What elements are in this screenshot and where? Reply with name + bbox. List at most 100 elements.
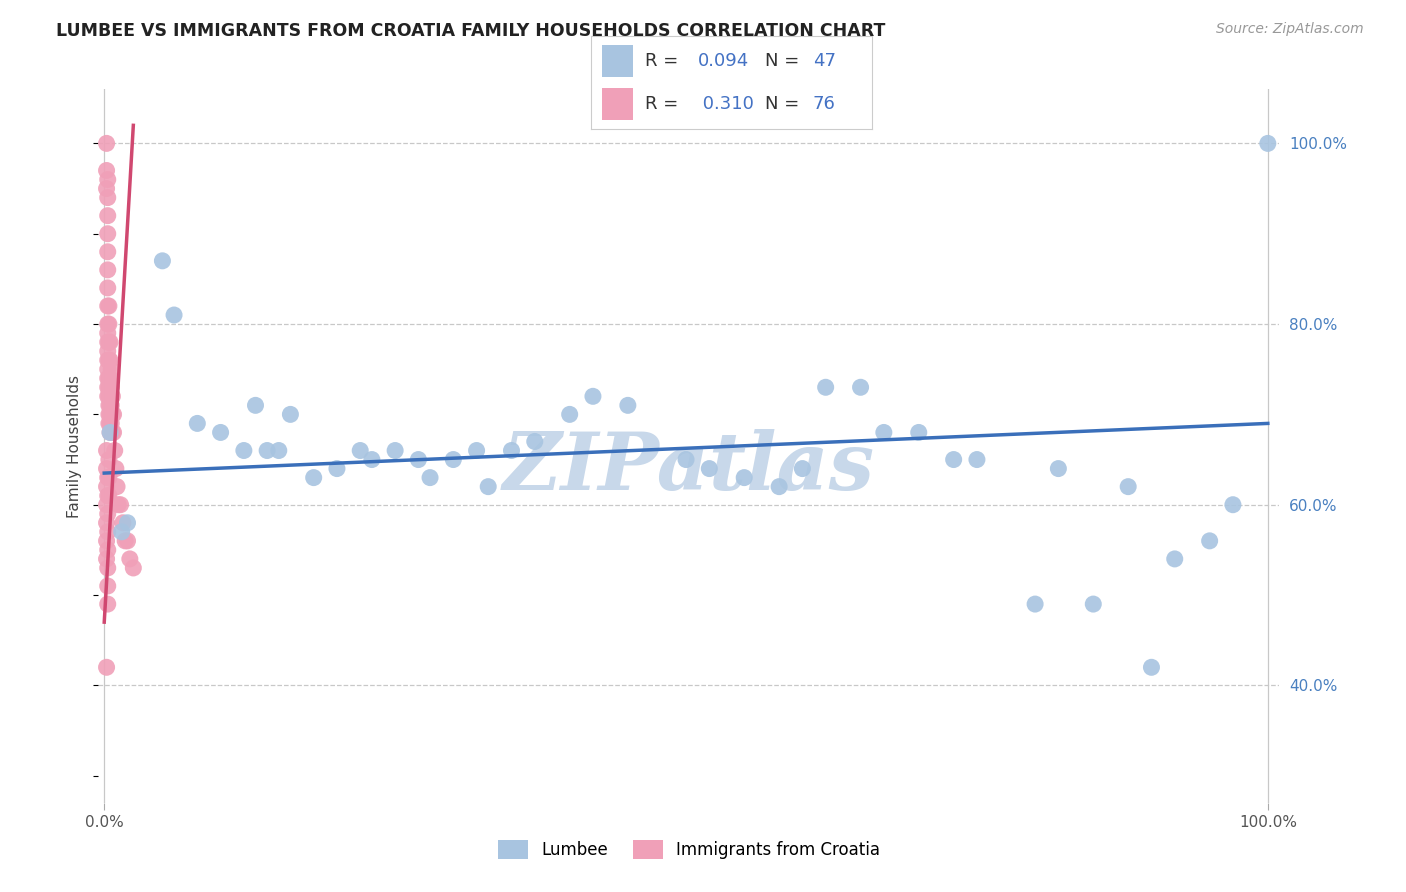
Point [97, 263, 120, 277]
Point [114, 533, 136, 548]
Point [97, 417, 120, 431]
Point [97, 299, 120, 313]
Point [97, 227, 120, 241]
Point [98, 425, 121, 440]
Point [97, 281, 120, 295]
Point [98, 425, 121, 440]
Point [256, 443, 278, 458]
Point [97, 389, 120, 403]
Point [98, 389, 121, 403]
Point [733, 470, 755, 484]
Point [97, 209, 120, 223]
Point [384, 443, 406, 458]
Text: R =: R = [645, 95, 679, 113]
Point [849, 380, 872, 394]
Point [966, 452, 988, 467]
Point [96, 552, 118, 566]
Point [302, 470, 325, 484]
Point [441, 452, 464, 467]
Point [96, 163, 118, 178]
Point [280, 408, 302, 422]
Point [118, 552, 141, 566]
Point [617, 398, 640, 412]
Point [163, 308, 186, 322]
Point [117, 516, 139, 530]
FancyBboxPatch shape [602, 88, 633, 120]
Point [98, 417, 121, 431]
Point [1116, 480, 1139, 494]
Point [96, 443, 118, 458]
Point [1140, 660, 1163, 674]
Point [97, 335, 120, 350]
Point [98, 398, 121, 412]
Point [96, 516, 118, 530]
Point [419, 470, 441, 484]
Point [97, 317, 120, 331]
Point [96, 660, 118, 674]
Point [97, 398, 120, 412]
Point [98, 353, 121, 368]
Point [101, 389, 124, 403]
Point [942, 452, 965, 467]
Point [100, 417, 122, 431]
Point [97, 353, 120, 368]
Point [97, 371, 120, 385]
Point [97, 470, 120, 484]
Point [408, 452, 430, 467]
Point [97, 452, 120, 467]
Point [96, 181, 118, 195]
Point [100, 380, 122, 394]
Point [97, 561, 120, 575]
Text: N =: N = [765, 95, 799, 113]
Point [465, 443, 488, 458]
Point [768, 480, 790, 494]
Point [675, 452, 697, 467]
Point [97, 470, 120, 484]
Point [97, 299, 120, 313]
Point [97, 362, 120, 376]
Point [101, 425, 124, 440]
Point [152, 253, 174, 268]
Point [1047, 461, 1070, 475]
Point [96, 533, 118, 548]
Point [98, 371, 121, 385]
Point [97, 389, 120, 403]
Point [1222, 498, 1244, 512]
Text: LUMBEE VS IMMIGRANTS FROM CROATIA FAMILY HOUSEHOLDS CORRELATION CHART: LUMBEE VS IMMIGRANTS FROM CROATIA FAMILY… [56, 22, 886, 40]
Point [103, 408, 125, 422]
Point [907, 425, 929, 440]
Point [873, 425, 896, 440]
Point [523, 434, 546, 449]
Point [96, 461, 118, 475]
Point [232, 443, 254, 458]
Point [107, 498, 129, 512]
Point [97, 380, 120, 394]
Point [1198, 533, 1220, 548]
Point [122, 561, 145, 575]
Point [111, 516, 134, 530]
Point [96, 498, 118, 512]
Point [97, 172, 120, 186]
Point [326, 461, 349, 475]
Point [105, 480, 128, 494]
Point [104, 461, 127, 475]
Point [110, 498, 132, 512]
Point [101, 408, 124, 422]
Point [97, 326, 120, 340]
Point [267, 443, 290, 458]
Point [97, 507, 120, 521]
Point [100, 398, 122, 412]
Point [349, 443, 371, 458]
Point [792, 461, 814, 475]
Point [96, 136, 118, 151]
Text: ZIPatlas: ZIPatlas [503, 429, 875, 506]
Point [97, 380, 120, 394]
Text: N =: N = [765, 52, 799, 70]
Y-axis label: Family Households: Family Households [67, 375, 83, 517]
Point [814, 380, 837, 394]
Point [97, 489, 120, 503]
Point [558, 408, 581, 422]
FancyBboxPatch shape [602, 45, 633, 77]
Text: 47: 47 [813, 52, 835, 70]
Point [97, 335, 120, 350]
